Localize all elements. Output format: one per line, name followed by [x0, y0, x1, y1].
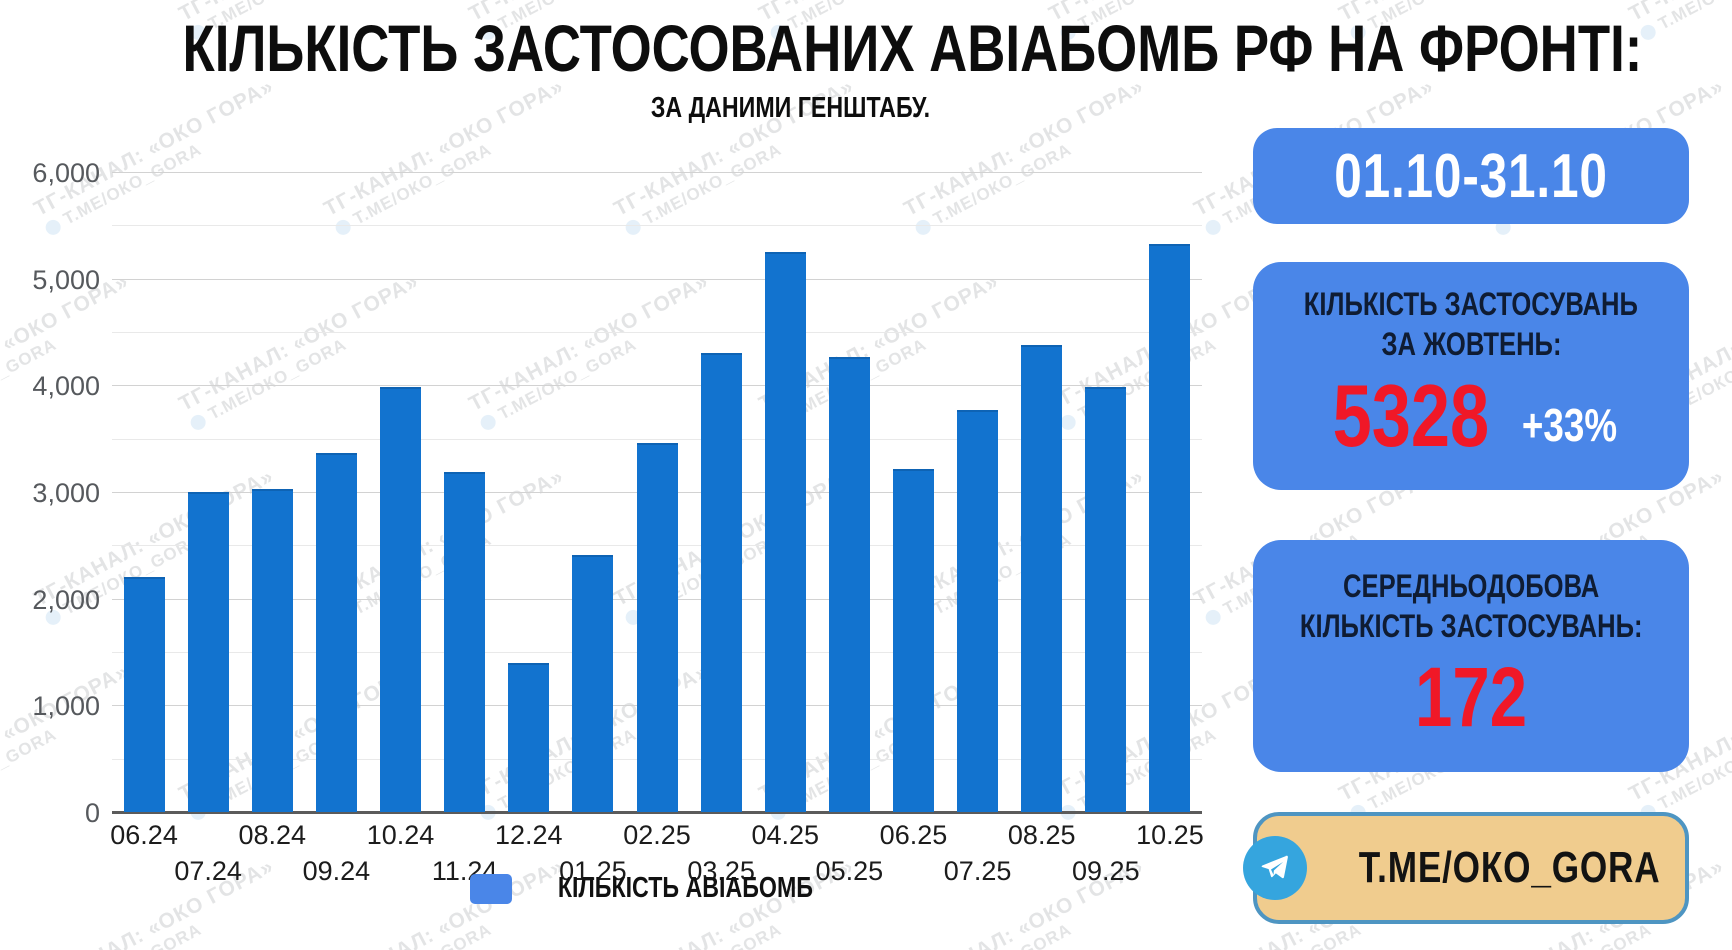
page-subtitle-wrap: ЗА ДАНИМИ ГЕНШТАБУ.	[0, 92, 1580, 125]
y-axis-tick-label: 4,000	[32, 371, 100, 402]
bar-07.25	[957, 409, 999, 812]
watermark-telegram-dot-icon	[1202, 216, 1224, 238]
monthly-heading-line2: ЗА ЖОВТЕНЬ:	[1380, 326, 1561, 362]
monthly-total-card: КІЛЬКІСТЬ ЗАСТОСУВАНЬ ЗА ЖОВТЕНЬ: 5328 +…	[1253, 262, 1689, 490]
legend-label: КІЛЬКІСТЬ АВІАБОМБ	[557, 872, 813, 904]
daily-heading-line1: СЕРЕДНЬОДОБОВА	[1342, 568, 1600, 604]
y-axis-tick-label: 1,000	[32, 691, 100, 722]
chart-legend: КІЛЬКІСТЬ АВІАБОМБ	[112, 872, 1202, 905]
monthly-heading-line1: КІЛЬКІСТЬ ЗАСТОСУВАНЬ	[1303, 286, 1639, 322]
x-axis-tick-label-01.25: 01.25	[559, 856, 627, 886]
watermark-line2-text: Т.МЕ/ОКО_GORA	[60, 920, 205, 950]
bar-12.24	[508, 662, 550, 812]
bar-06.24	[123, 577, 165, 812]
watermark-line2-text: Т.МЕ/ОКО_GORA	[1510, 920, 1655, 950]
bar-04.25	[764, 252, 806, 812]
y-axis-tick-label: 5,000	[32, 264, 100, 295]
telegram-link-label: T.ME/ОКО_GORA	[1359, 843, 1661, 892]
x-axis-tick-label-02.25: 02.25	[623, 820, 691, 850]
daily-heading-line2: КІЛЬКІСТЬ ЗАСТОСУВАНЬ:	[1299, 608, 1643, 644]
watermark-line2-text: Т.МЕ/ОКО_GORA	[640, 920, 785, 950]
y-axis-tick-label: 0	[84, 798, 100, 828]
bar-02.25	[636, 442, 678, 812]
bar-07.24	[187, 492, 229, 812]
gridline-major	[112, 385, 1202, 387]
page-subtitle: ЗА ДАНИМИ ГЕНШТАБУ.	[650, 92, 930, 124]
x-axis-tick-label-09.24: 09.24	[302, 856, 371, 886]
watermark-line2-text: Т.МЕ/ОКО_GORA	[930, 920, 1075, 950]
daily-heading-line2-wrap: КІЛЬКІСТЬ ЗАСТОСУВАНЬ:	[1253, 606, 1689, 646]
y-axis-tick-label: 3,000	[32, 478, 100, 508]
watermark-line2-text: Т.МЕ/ОКО_GORA	[350, 920, 495, 950]
x-axis-tick-label-07.24: 07.24	[174, 856, 242, 886]
bar-08.25	[1021, 344, 1063, 812]
gridline-minor	[112, 225, 1202, 227]
legend-swatch	[469, 873, 512, 904]
x-axis-tick-label-05.25: 05.25	[815, 856, 884, 886]
page-title-wrap: КІЛЬКІСТЬ ЗАСТОСОВАНИХ АВІАБОМБ РФ НА ФР…	[0, 11, 1700, 85]
x-axis-tick-label-12.24: 12.24	[494, 820, 563, 850]
x-axis-tick-label-09.25: 09.25	[1072, 856, 1140, 886]
page-title: КІЛЬКІСТЬ ЗАСТОСОВАНИХ АВІАБОМБ РФ НА ФР…	[182, 11, 1643, 85]
period-badge-text: 01.10-31.10	[1334, 141, 1608, 211]
bar-chart-plot: 0 1,000 2,000 3,000 4,000 5,000 6,000 06.24 07.2…	[32, 158, 1203, 886]
gridline-major	[112, 172, 1202, 173]
x-axis-tick-label-07.25: 07.25	[943, 856, 1012, 886]
x-axis-tick-label-03.25: 03.25	[687, 856, 755, 886]
bar-10.25	[1149, 243, 1191, 812]
gridline-minor	[112, 332, 1202, 333]
monthly-total-value: 5328	[1332, 366, 1489, 465]
watermark-telegram-dot-icon	[42, 216, 64, 238]
x-axis-tick-label-06.24: 06.24	[110, 820, 178, 850]
watermark-line2-text: Т.МЕ/ОКО_GORA	[1220, 920, 1365, 950]
daily-heading-line1-wrap: СЕРЕДНЬОДОБОВА	[1253, 566, 1689, 606]
period-badge: 01.10-31.10	[1253, 128, 1689, 224]
x-axis-tick-label-10.24: 10.24	[366, 820, 435, 850]
x-axis-tick-label-06.25: 06.25	[879, 820, 948, 850]
x-axis-tick-label-10.25: 10.25	[1136, 820, 1204, 850]
x-axis-tick-label-08.25: 08.25	[1007, 820, 1076, 850]
x-axis-tick-label-08.24: 08.24	[238, 820, 307, 850]
watermark-telegram-dot-icon	[1202, 606, 1224, 628]
y-axis-tick-label: 6,000	[32, 158, 100, 188]
telegram-icon	[1243, 836, 1308, 900]
bar-06.25	[892, 468, 934, 812]
bar-08.24	[251, 488, 293, 812]
telegram-link-button[interactable]: T.ME/ОКО_GORA	[1243, 812, 1689, 924]
y-axis-tick-label: 2,000	[32, 584, 100, 615]
monthly-delta-badge: +33%	[1522, 398, 1618, 451]
gridline-minor	[112, 438, 1202, 440]
daily-average-card: СЕРЕДНЬОДОБОВА КІЛЬКІСТЬ ЗАСТОСУВАНЬ: 17…	[1253, 540, 1689, 772]
bar-05.25	[828, 356, 870, 812]
gridline-major	[112, 278, 1202, 280]
bar-09.25	[1085, 387, 1127, 812]
bar-01.25	[572, 554, 614, 812]
monthly-value-row: 5328 +33%	[1253, 366, 1689, 465]
x-axis-tick-label-04.25: 04.25	[751, 820, 820, 850]
bar-10.24	[380, 387, 422, 812]
x-axis-line	[112, 811, 1202, 814]
bar-11.24	[444, 471, 486, 812]
daily-average-value: 172	[1414, 650, 1528, 744]
bar-03.25	[700, 353, 742, 812]
monthly-heading-line1-wrap: КІЛЬКІСТЬ ЗАСТОСУВАНЬ	[1253, 284, 1689, 324]
monthly-heading-line2-wrap: ЗА ЖОВТЕНЬ:	[1253, 324, 1689, 364]
bar-09.24	[315, 452, 357, 812]
daily-average-value-wrap: 172	[1253, 650, 1689, 744]
